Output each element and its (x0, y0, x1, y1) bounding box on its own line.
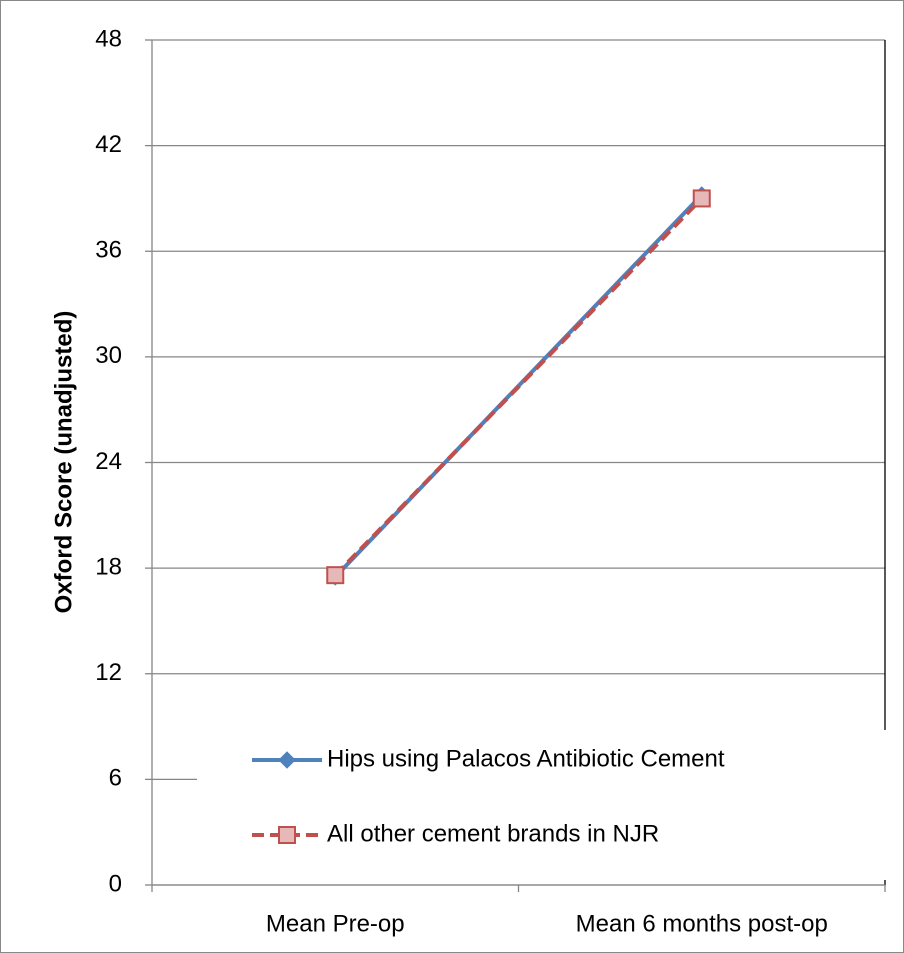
y-tick-label: 18 (95, 553, 122, 580)
y-tick-label: 0 (109, 870, 122, 897)
legend: Hips using Palacos Antibiotic Cement All … (197, 730, 887, 880)
x-tick-label: Mean Pre-op (266, 910, 405, 937)
legend-marker (278, 826, 296, 844)
data-point (692, 189, 711, 208)
y-tick-label: 6 (109, 765, 122, 792)
x-tick-label: Mean 6 months post-op (576, 910, 828, 937)
y-tick-label: 12 (95, 659, 122, 686)
y-tick-label: 36 (95, 237, 122, 264)
y-tick-label: 42 (95, 131, 122, 158)
data-point (326, 566, 345, 585)
series-line (333, 197, 704, 577)
y-axis-label: Oxford Score (unadjusted) (50, 311, 77, 614)
y-tick-label: 24 (95, 448, 122, 475)
legend-label: All other cement brands in NJR (327, 820, 659, 847)
legend-box (197, 730, 887, 880)
y-tick-label: 48 (95, 25, 122, 52)
y-tick-label: 30 (95, 342, 122, 369)
legend-marker (278, 751, 296, 769)
legend-label: Hips using Palacos Antibiotic Cement (327, 745, 725, 772)
